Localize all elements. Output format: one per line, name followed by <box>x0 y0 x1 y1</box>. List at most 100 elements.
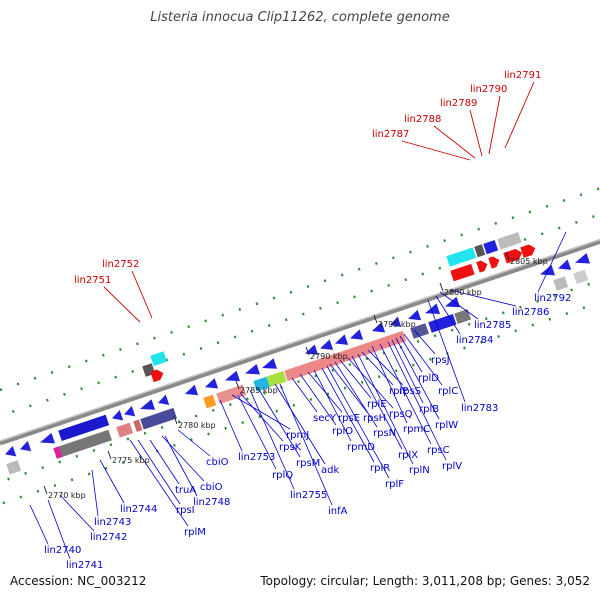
forward-gene[interactable] <box>497 232 522 250</box>
reverse-gene[interactable] <box>110 409 124 424</box>
reverse-gene[interactable] <box>243 364 261 379</box>
reverse-gene[interactable] <box>140 407 177 430</box>
reverse-gene-label[interactable]: rplQ <box>272 470 293 481</box>
forward-gene[interactable] <box>488 255 501 269</box>
reverse-gene-label[interactable]: rplM <box>184 527 206 538</box>
reverse-gene[interactable] <box>253 376 271 392</box>
reverse-gene[interactable] <box>223 370 241 386</box>
reverse-gene-label[interactable]: rplX <box>398 450 418 461</box>
reverse-gene-label[interactable]: lin2785 <box>474 320 511 331</box>
reverse-gene[interactable] <box>260 358 278 373</box>
reverse-gene-label[interactable]: rplF <box>385 479 404 490</box>
forward-gene[interactable] <box>450 263 475 282</box>
forward-gene-label[interactable]: lin2787 <box>372 129 409 140</box>
reverse-gene[interactable] <box>454 309 472 324</box>
reverse-gene[interactable] <box>216 384 247 404</box>
reverse-gene[interactable] <box>138 399 156 414</box>
reverse-gene-label[interactable]: lin2742 <box>90 532 127 543</box>
reverse-gene-label[interactable]: rpsC <box>427 445 450 456</box>
reverse-gene-label[interactable]: lin2743 <box>94 517 131 528</box>
forward-gene[interactable] <box>446 247 477 267</box>
forward-gene[interactable] <box>150 351 168 367</box>
reverse-gene-label[interactable]: lin2744 <box>120 504 157 515</box>
reverse-gene-label[interactable]: rplO <box>332 426 353 437</box>
reverse-gene[interactable] <box>183 384 199 399</box>
reverse-gene[interactable] <box>58 414 110 442</box>
forward-gene-label[interactable]: lin2751 <box>74 275 111 286</box>
reverse-gene[interactable] <box>284 330 407 382</box>
reverse-gene[interactable] <box>53 446 63 459</box>
reverse-gene[interactable] <box>56 429 112 458</box>
reverse-gene-label[interactable]: lin2741 <box>66 560 103 571</box>
reverse-gene-label[interactable]: rplN <box>409 465 430 476</box>
reverse-gene[interactable] <box>333 334 349 348</box>
reverse-gene-label[interactable]: lin2755 <box>290 490 327 501</box>
reverse-gene[interactable] <box>6 460 22 475</box>
reverse-gene-label[interactable]: cbiO <box>206 457 229 468</box>
reverse-gene[interactable] <box>538 264 556 280</box>
reverse-gene[interactable] <box>443 296 461 312</box>
reverse-gene[interactable] <box>410 323 429 339</box>
forward-gene[interactable] <box>476 259 489 273</box>
reverse-gene-label[interactable]: lin2786 <box>512 307 549 318</box>
reverse-gene-label[interactable]: rpsS <box>399 386 421 397</box>
reverse-gene-label[interactable]: lin2748 <box>193 497 230 508</box>
forward-gene-label[interactable]: lin2790 <box>470 84 507 95</box>
reverse-gene[interactable] <box>388 316 402 331</box>
reverse-gene[interactable] <box>573 253 591 268</box>
reverse-gene-label[interactable]: rplD <box>418 373 439 384</box>
reverse-gene-label[interactable]: truA <box>175 485 196 496</box>
reverse-gene-label[interactable]: rplB <box>419 404 439 415</box>
reverse-gene-label[interactable]: rplV <box>442 461 462 472</box>
reverse-gene[interactable] <box>553 276 569 291</box>
reverse-gene[interactable] <box>18 440 32 455</box>
reverse-gene-label[interactable]: secY <box>313 413 337 424</box>
reverse-gene-label[interactable]: lin2784 <box>456 335 493 346</box>
reverse-gene[interactable] <box>203 378 219 392</box>
reverse-gene-label[interactable]: rplW <box>435 420 458 431</box>
reverse-gene[interactable] <box>428 314 457 333</box>
reverse-gene-label[interactable]: lin2753 <box>238 452 275 463</box>
forward-gene[interactable] <box>520 243 537 258</box>
reverse-gene[interactable] <box>370 321 386 336</box>
forward-gene-label[interactable]: lin2789 <box>440 98 477 109</box>
reverse-gene-label[interactable]: infA <box>328 506 348 517</box>
forward-gene-label[interactable]: lin2752 <box>102 259 139 270</box>
reverse-gene-label[interactable]: rplP <box>389 386 408 397</box>
reverse-gene-label[interactable]: rpsQ <box>389 409 413 420</box>
forward-gene[interactable] <box>474 244 486 258</box>
reverse-gene[interactable] <box>38 432 56 448</box>
reverse-gene-label[interactable]: rpmD <box>347 442 375 453</box>
reverse-gene-label[interactable]: rpsJ <box>431 355 450 366</box>
reverse-gene[interactable] <box>318 339 334 353</box>
reverse-gene-label[interactable]: lin2783 <box>461 403 498 414</box>
reverse-gene-label[interactable]: rpsI <box>176 505 195 516</box>
forward-gene-label[interactable]: lin2791 <box>504 70 541 81</box>
reverse-gene-label[interactable]: rpsM <box>296 458 320 469</box>
reverse-gene[interactable] <box>116 422 134 438</box>
forward-gene[interactable] <box>150 368 165 383</box>
reverse-gene[interactable] <box>556 259 572 273</box>
reverse-gene-label[interactable]: rplE <box>367 399 387 410</box>
gene-labels[interactable]: lin2751 lin2752 lin2787 lin2788 lin2789 lin27… <box>44 70 571 571</box>
gene-features[interactable] <box>3 232 591 475</box>
reverse-gene-label[interactable]: cbiO <box>200 482 223 493</box>
reverse-gene[interactable] <box>156 394 170 409</box>
reverse-gene[interactable] <box>266 371 287 388</box>
forward-gene[interactable] <box>483 240 499 255</box>
reverse-gene[interactable] <box>122 405 136 420</box>
reverse-gene[interactable] <box>406 309 422 324</box>
reverse-gene[interactable] <box>203 394 217 409</box>
reverse-gene-label[interactable]: rplC <box>438 386 458 397</box>
reverse-gene[interactable] <box>133 419 143 432</box>
reverse-gene[interactable] <box>423 303 441 319</box>
reverse-gene-label[interactable]: rpsH <box>363 413 386 424</box>
reverse-gene-label[interactable]: adk <box>321 465 339 476</box>
reverse-gene-label[interactable]: rpmJ <box>286 430 309 441</box>
reverse-gene-label[interactable]: rpsN <box>373 428 396 439</box>
reverse-gene[interactable] <box>3 445 17 460</box>
reverse-gene[interactable] <box>573 269 589 285</box>
reverse-gene-label[interactable]: lin2740 <box>44 545 81 556</box>
reverse-gene-label[interactable]: lin2792 <box>534 293 571 304</box>
forward-gene-label[interactable]: lin2788 <box>404 114 441 125</box>
